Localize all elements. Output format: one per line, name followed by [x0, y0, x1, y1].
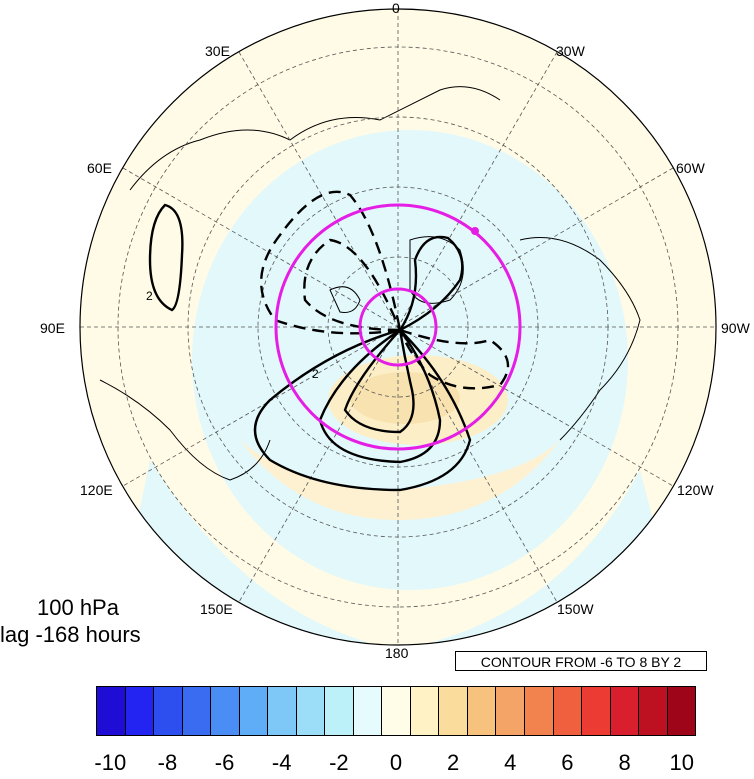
map-body: [80, 9, 716, 645]
negative-contours: [260, 190, 510, 390]
contour-positive-4: [318, 329, 442, 464]
lon-label-180: 180: [385, 645, 409, 661]
lon-label-90w: 90W: [721, 320, 750, 336]
contour-positive-north: [399, 235, 464, 332]
colorbar-label: 2: [447, 750, 460, 775]
coast-svalbard: [329, 286, 361, 313]
colorbar-box: [439, 687, 468, 735]
coast-eurasia-north: [129, 86, 501, 191]
colorbar: [96, 686, 696, 736]
colorbar-box: [97, 687, 126, 735]
positive-contours: [148, 203, 472, 492]
colorbar-box: [553, 687, 583, 735]
coastlines: [99, 86, 641, 481]
contour-negative-2: [260, 190, 402, 335]
contour-positive-west: [148, 203, 184, 312]
colorbar-label: 10: [669, 750, 694, 775]
colorbar-box: [667, 687, 696, 735]
colorbar-box: [182, 687, 212, 735]
colorbar-box: [467, 687, 497, 735]
lon-label-30w: 30W: [556, 43, 585, 59]
colorbar-box: [125, 687, 155, 735]
lon-label-150w: 150W: [557, 601, 594, 617]
colorbar-box: [382, 687, 411, 735]
colorbar-box: [410, 687, 440, 735]
colorbar-box: [524, 687, 554, 735]
colorbar-box: [325, 687, 354, 735]
colorbar-box: [239, 687, 269, 735]
colorbar-box: [154, 687, 183, 735]
colorbar-box: [639, 687, 668, 735]
contour-negative-4: [303, 238, 402, 332]
lon-label-150e: 150E: [200, 601, 233, 617]
colorbar-label: -6: [214, 750, 235, 775]
colorbar-box: [211, 687, 240, 735]
map-border: [79, 8, 717, 646]
contour-positive-6: [343, 329, 415, 434]
colorbar-label: -2: [329, 750, 349, 775]
colorbar-box: [268, 687, 297, 735]
shading-positive-ring: [240, 440, 560, 520]
lon-label-90e: 90E: [40, 320, 65, 336]
magenta-circle-inner: [358, 287, 438, 367]
colorbar-label: -8: [157, 750, 178, 775]
coast-asia-east: [99, 379, 271, 481]
lon-label-120e: 120E: [80, 482, 113, 498]
colorbar-label: 8: [618, 750, 631, 775]
colorbar-label: 0: [389, 750, 403, 775]
colorbar-box: [353, 687, 383, 735]
coast-north-america: [519, 237, 641, 441]
level-label: 100 hPa: [37, 595, 119, 620]
colorbar-label: 6: [561, 750, 574, 775]
magenta-marker: [471, 227, 479, 235]
contour-label: 2: [146, 289, 153, 303]
colorbar-box: [296, 687, 326, 735]
contour-info-box: CONTOUR FROM -6 TO 8 BY 2: [455, 651, 707, 671]
contour-negative-east: [398, 328, 510, 390]
contour-label: 2: [312, 367, 319, 381]
lon-label-60e: 60E: [87, 160, 112, 176]
colorbar-box: [496, 687, 525, 735]
colorbar-label: -4: [271, 750, 292, 775]
shading-positive-inner: [350, 372, 460, 424]
lon-label-0: 0: [392, 0, 400, 16]
magenta-circle-outer: [274, 203, 522, 451]
contour-positive-2: [253, 328, 472, 492]
lon-label-60w: 60W: [676, 160, 705, 176]
colorbar-label: -10: [94, 750, 127, 775]
colorbar-label: 4: [504, 750, 517, 775]
colorbar-box: [610, 687, 640, 735]
lon-label-30e: 30E: [205, 43, 230, 59]
colorbar-box: [582, 687, 611, 735]
lag-label: lag -168 hours: [0, 622, 141, 647]
lon-label-120w: 120W: [677, 482, 714, 498]
